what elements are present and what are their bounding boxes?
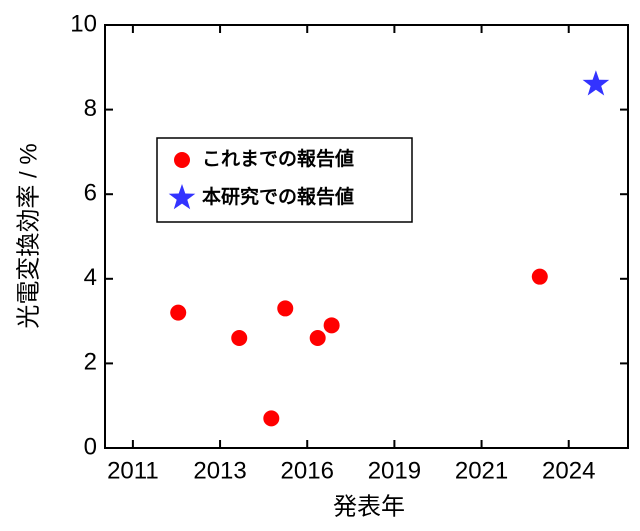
legend-marker: [174, 152, 190, 168]
point: [582, 70, 610, 96]
y-tick-label: 4: [84, 264, 97, 291]
point: [263, 410, 280, 427]
point: [277, 300, 294, 317]
x-tick-label: 2011: [107, 457, 159, 484]
x-tick-label: 2016: [281, 457, 334, 484]
x-tick-label: 2019: [368, 457, 421, 484]
y-tick-label: 8: [84, 95, 97, 122]
point: [170, 304, 187, 321]
y-tick-label: 10: [70, 10, 97, 37]
legend-marker: [168, 184, 196, 210]
point: [231, 330, 248, 347]
x-tick-label: 2024: [542, 457, 595, 484]
plot-frame: [104, 24, 629, 449]
legend-label: 本研究での報告値: [202, 185, 354, 208]
x-tick-label: 2013: [193, 457, 246, 484]
y-axis-label: 光電変換効率 / %: [15, 143, 42, 328]
legend-label: これまでの報告値: [202, 147, 354, 170]
y-tick-label: 6: [84, 180, 97, 207]
point: [309, 330, 326, 347]
point: [531, 268, 548, 285]
x-tick-label: 2021: [455, 457, 508, 484]
legend-box: [156, 137, 413, 223]
y-tick-label: 0: [84, 433, 97, 460]
y-tick-label: 2: [84, 349, 97, 376]
x-axis-label: 発表年: [333, 493, 405, 520]
point: [323, 317, 340, 334]
